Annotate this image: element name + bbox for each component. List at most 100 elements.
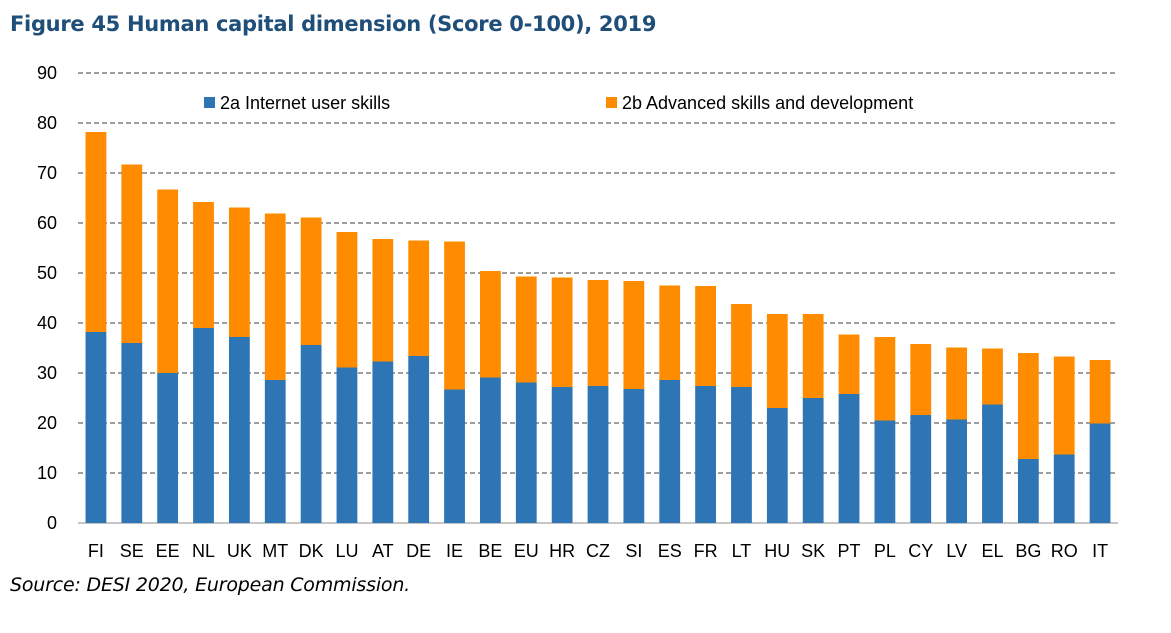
bar-segment-internet-user-skills [1017, 459, 1039, 523]
bar-segment-advanced-skills [336, 232, 358, 368]
bar-segment-internet-user-skills [551, 387, 573, 523]
bar-segment-internet-user-skills [408, 356, 430, 523]
y-tick-label: 50 [37, 263, 57, 283]
bar-segment-internet-user-skills [731, 387, 752, 523]
x-tick-label: BE [478, 541, 502, 561]
bar-segment-internet-user-skills [193, 328, 214, 523]
x-tick-label: MT [262, 541, 288, 561]
legend-label-series-b: 2b Advanced skills and development [622, 93, 913, 113]
bar-segment-internet-user-skills [802, 398, 824, 523]
y-tick-label: 90 [37, 63, 57, 83]
bar-segment-internet-user-skills [264, 380, 286, 523]
x-tick-label: LT [732, 541, 752, 561]
bar-segment-advanced-skills [1089, 360, 1111, 424]
y-tick-label: 60 [37, 213, 57, 233]
bar-segment-internet-user-skills [874, 420, 896, 523]
x-tick-label: HR [549, 541, 575, 561]
y-tick-label: 30 [37, 363, 57, 383]
y-tick-label: 20 [37, 413, 57, 433]
bar-segment-advanced-skills [444, 241, 465, 390]
figure-title: Figure 45 Human capital dimension (Score… [10, 12, 657, 36]
bar-segment-advanced-skills [264, 213, 286, 380]
bar-segment-advanced-skills [121, 164, 143, 343]
x-tick-label: ES [658, 541, 682, 561]
x-tick-label: FR [694, 541, 718, 561]
bar-segment-advanced-skills [838, 334, 860, 394]
bar-segment-internet-user-skills [910, 415, 932, 523]
bar-segment-internet-user-skills [766, 408, 788, 523]
bar-segment-internet-user-skills [336, 367, 358, 523]
x-tick-label: DK [299, 541, 324, 561]
bar-segment-advanced-skills [802, 314, 824, 398]
bar-segment-internet-user-skills [838, 394, 860, 523]
x-tick-label: SI [625, 541, 642, 561]
source-note: Source: DESI 2020, European Commission. [10, 574, 411, 596]
bar-segment-advanced-skills [623, 281, 645, 389]
bar-segment-advanced-skills [910, 344, 932, 415]
bar-segment-internet-user-skills [444, 389, 465, 523]
y-tick-label: 40 [37, 313, 57, 333]
bar-segment-advanced-skills [551, 277, 573, 387]
x-tick-label: EU [514, 541, 539, 561]
bar-segment-advanced-skills [982, 348, 1003, 405]
x-tick-label: PL [874, 541, 896, 561]
x-tick-label: IE [446, 541, 463, 561]
y-tick-label: 10 [37, 463, 57, 483]
legend-swatch-series-b [606, 97, 617, 108]
x-tick-label: FI [88, 541, 104, 561]
x-tick-label: SE [120, 541, 144, 561]
bar-segment-advanced-skills [157, 189, 179, 373]
bar-segment-internet-user-skills [480, 377, 501, 523]
bar-segment-advanced-skills [731, 304, 752, 387]
x-tick-label: LV [946, 541, 967, 561]
x-tick-label: EL [981, 541, 1003, 561]
bar-segment-internet-user-skills [1089, 423, 1111, 523]
bar-segment-internet-user-skills [946, 419, 968, 523]
legend-swatch-series-a [204, 97, 215, 108]
bars [85, 132, 1111, 523]
bar-segment-internet-user-skills [85, 332, 107, 523]
x-tick-label: AT [372, 541, 394, 561]
bar-segment-advanced-skills [372, 239, 394, 362]
bar-segment-advanced-skills [480, 271, 501, 378]
y-axis-ticks: 0 10 20 30 40 50 60 70 80 90 [37, 63, 57, 533]
bar-segment-internet-user-skills [372, 361, 394, 523]
bar-segment-advanced-skills [695, 286, 716, 386]
x-tick-label: SK [801, 541, 825, 561]
y-tick-label: 80 [37, 113, 57, 133]
bar-segment-internet-user-skills [1053, 454, 1075, 523]
x-tick-label: RO [1051, 541, 1078, 561]
bar-segment-advanced-skills [1053, 356, 1075, 455]
bar-segment-advanced-skills [766, 314, 788, 408]
bar-segment-advanced-skills [85, 132, 107, 332]
bar-segment-advanced-skills [300, 217, 322, 345]
bar-segment-advanced-skills [659, 285, 681, 380]
bar-segment-advanced-skills [874, 337, 896, 421]
x-axis-ticks: FI SE EE NL UK MT DK LU AT DE IE BE EU HR CZ SI ES FR LT HU… [88, 541, 1108, 561]
x-tick-label: LU [335, 541, 358, 561]
bar-segment-internet-user-skills [623, 389, 645, 523]
legend-label-series-a: 2a Internet user skills [220, 93, 390, 113]
bar-segment-internet-user-skills [121, 343, 143, 523]
bar-segment-internet-user-skills [982, 404, 1003, 523]
x-tick-label: NL [192, 541, 215, 561]
bar-segment-internet-user-skills [587, 386, 609, 523]
x-tick-label: PT [838, 541, 861, 561]
x-tick-label: BG [1015, 541, 1041, 561]
x-tick-label: UK [227, 541, 252, 561]
x-tick-label: HU [764, 541, 790, 561]
bar-segment-advanced-skills [1017, 353, 1039, 459]
x-tick-label: CZ [586, 541, 610, 561]
legend: 2a Internet user skills 2b Advanced skil… [204, 93, 913, 113]
bar-segment-advanced-skills [228, 207, 250, 337]
bar-segment-internet-user-skills [515, 382, 537, 523]
y-tick-label: 0 [47, 513, 57, 533]
bar-segment-advanced-skills [515, 276, 537, 383]
bar-segment-advanced-skills [408, 240, 430, 356]
bar-segment-internet-user-skills [695, 386, 716, 523]
bar-segment-advanced-skills [587, 280, 609, 386]
bar-segment-advanced-skills [193, 202, 214, 328]
x-tick-label: DE [406, 541, 431, 561]
y-tick-label: 70 [37, 163, 57, 183]
